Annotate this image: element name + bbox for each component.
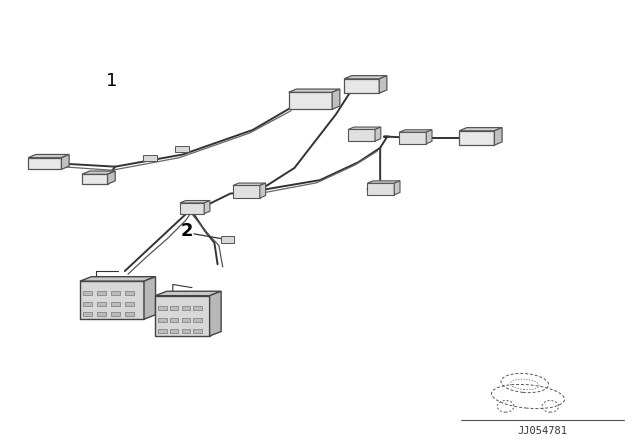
Bar	[111, 291, 120, 295]
Bar	[182, 306, 190, 310]
Polygon shape	[426, 130, 432, 144]
Polygon shape	[28, 155, 69, 158]
Bar	[155, 296, 209, 336]
Bar	[193, 306, 202, 310]
Polygon shape	[61, 155, 69, 169]
Bar	[399, 132, 426, 144]
Bar	[125, 312, 134, 316]
Polygon shape	[348, 127, 381, 129]
Polygon shape	[108, 171, 115, 184]
Text: 1: 1	[106, 72, 118, 90]
Bar	[80, 281, 144, 319]
Bar	[193, 329, 202, 333]
Bar	[83, 302, 92, 306]
Polygon shape	[155, 291, 221, 296]
Polygon shape	[379, 76, 387, 93]
Polygon shape	[82, 171, 115, 174]
Bar	[143, 155, 157, 161]
Bar	[83, 291, 92, 295]
Polygon shape	[460, 128, 502, 131]
Polygon shape	[204, 201, 210, 214]
Polygon shape	[375, 127, 381, 141]
Bar	[367, 183, 394, 195]
Bar	[158, 318, 166, 322]
Bar	[193, 318, 202, 322]
Bar	[221, 236, 234, 243]
Polygon shape	[332, 89, 340, 109]
Bar	[97, 312, 106, 316]
Bar	[28, 158, 61, 169]
Polygon shape	[289, 89, 340, 92]
Polygon shape	[494, 128, 502, 145]
Polygon shape	[260, 183, 266, 198]
Polygon shape	[367, 181, 400, 183]
Bar	[182, 318, 190, 322]
Bar	[170, 329, 179, 333]
Text: 2: 2	[180, 222, 193, 240]
Bar	[158, 306, 166, 310]
Bar	[125, 302, 134, 306]
Polygon shape	[80, 277, 156, 281]
Bar	[180, 203, 204, 214]
Polygon shape	[180, 201, 210, 203]
Bar	[111, 302, 120, 306]
Bar	[460, 131, 495, 145]
Bar	[111, 312, 120, 316]
Text: JJ054781: JJ054781	[518, 426, 568, 436]
Polygon shape	[144, 277, 156, 319]
Bar	[348, 129, 375, 141]
Bar	[158, 329, 166, 333]
Bar	[170, 318, 179, 322]
Bar	[82, 174, 108, 184]
Bar	[182, 329, 190, 333]
Polygon shape	[394, 181, 400, 195]
Bar	[83, 312, 92, 316]
Polygon shape	[344, 76, 387, 79]
Polygon shape	[399, 130, 432, 132]
Bar	[175, 146, 189, 152]
Bar	[233, 185, 260, 198]
Bar	[344, 79, 380, 93]
Bar	[97, 291, 106, 295]
Bar	[125, 291, 134, 295]
Polygon shape	[233, 183, 266, 185]
Polygon shape	[209, 291, 221, 336]
Bar	[170, 306, 179, 310]
Bar	[289, 92, 332, 109]
Bar	[97, 302, 106, 306]
